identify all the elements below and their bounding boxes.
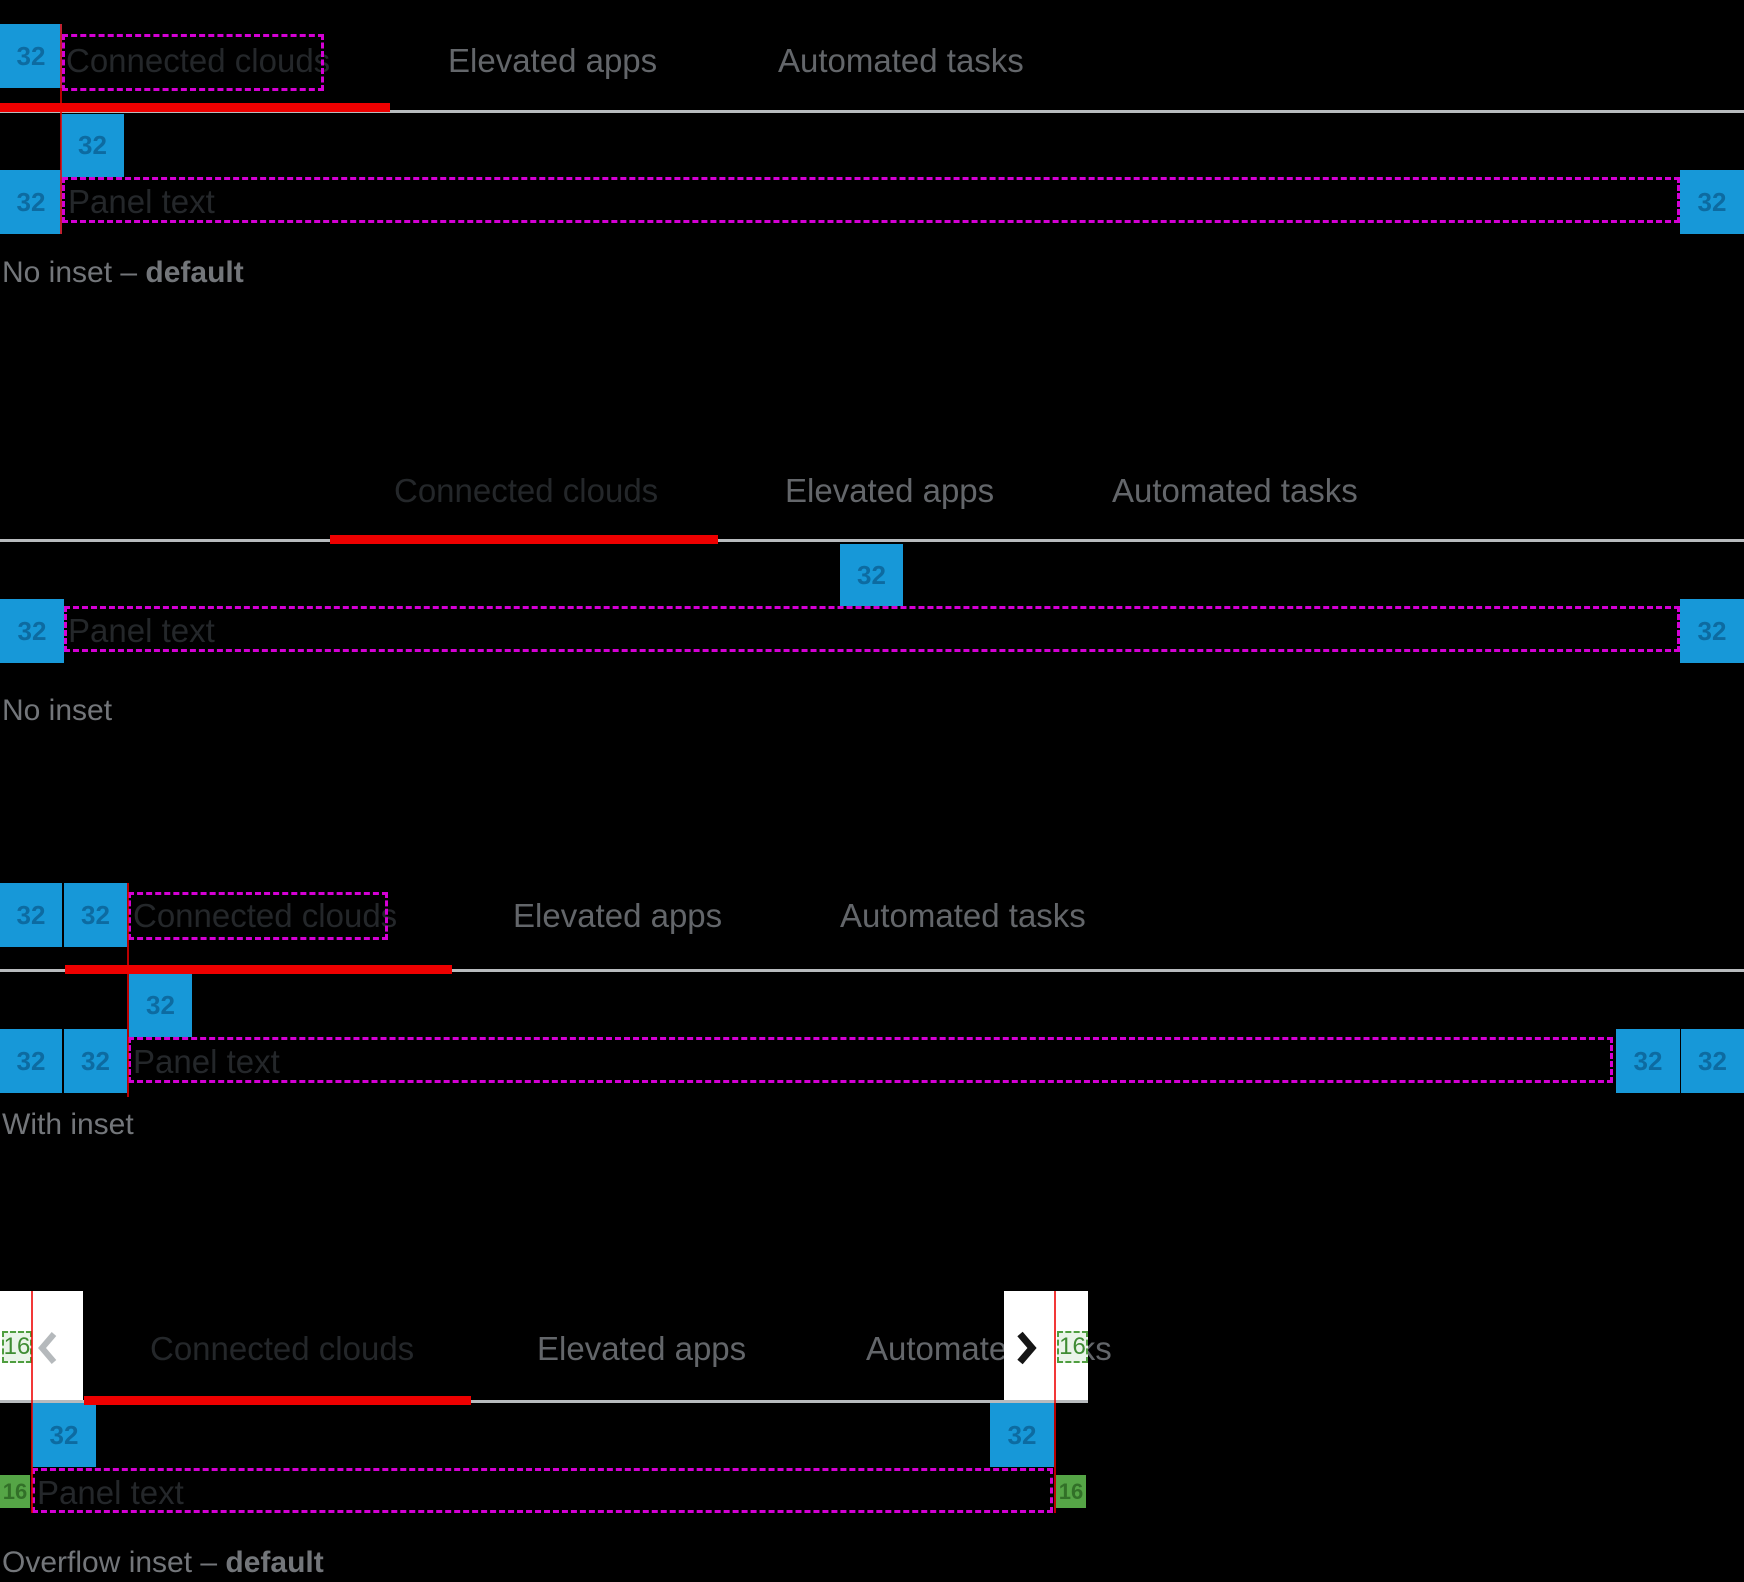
spacer-32-label: 32 bbox=[1007, 1419, 1037, 1450]
alignment-guide-line bbox=[127, 883, 129, 1097]
tab-elevated-apps[interactable]: Elevated apps bbox=[537, 1330, 747, 1367]
panel-text: Panel text bbox=[68, 183, 215, 220]
scroll-right-button[interactable] bbox=[1004, 1291, 1088, 1400]
spacer-32-indicator: 32 bbox=[0, 599, 64, 663]
caption-text: No inset – bbox=[2, 256, 146, 289]
spacer-16-label: 16 bbox=[3, 1333, 31, 1360]
spacer-32-indicator: 32 bbox=[1680, 599, 1744, 663]
tab-label-bounds-annotation bbox=[62, 34, 324, 91]
panel-text-bounds-annotation bbox=[62, 177, 1680, 223]
panel-text: Panel text bbox=[133, 1043, 280, 1080]
spacer-32-indicator: 32 bbox=[32, 1403, 96, 1467]
spacer-32-indicator: 32 bbox=[64, 1029, 127, 1093]
tab-bottom-border bbox=[0, 539, 1744, 542]
spacer-32-indicator: 32 bbox=[840, 544, 903, 606]
spacer-32-indicator: 32 bbox=[1616, 1029, 1680, 1093]
tab-connected-clouds[interactable]: Connected clouds bbox=[150, 1330, 415, 1367]
active-tab-indicator bbox=[0, 103, 390, 112]
panel-text: Panel text bbox=[68, 612, 215, 649]
tab-bottom-border bbox=[0, 969, 1744, 972]
variant-caption: No inset – default bbox=[2, 256, 244, 290]
caption-bold-text: default bbox=[225, 1546, 324, 1579]
active-tab-indicator bbox=[330, 535, 718, 544]
alignment-guide-line bbox=[60, 24, 62, 234]
panel-text: Panel text bbox=[37, 1474, 184, 1511]
spacer-32-indicator: 32 bbox=[0, 24, 62, 88]
active-tab-indicator bbox=[65, 965, 452, 974]
spacer-16-indicator: 16 bbox=[1056, 1475, 1086, 1508]
spacer-32-label: 32 bbox=[1697, 615, 1727, 646]
angle-left-icon bbox=[38, 1332, 57, 1364]
spacer-32-label: 32 bbox=[1698, 1045, 1727, 1076]
caption-bold-text: default bbox=[145, 256, 244, 289]
angle-right-icon bbox=[1017, 1331, 1037, 1365]
spacer-32-label: 32 bbox=[81, 899, 110, 930]
spacer-32-label: 32 bbox=[1697, 186, 1727, 217]
tab-label-bounds-annotation bbox=[128, 892, 388, 940]
tab-automated-tasks[interactable]: Automated tasks bbox=[778, 42, 1024, 79]
spacer-32-indicator: 32 bbox=[1681, 1029, 1744, 1093]
variant-caption: Overflow inset – default bbox=[2, 1546, 324, 1580]
caption-text: Overflow inset – bbox=[2, 1546, 226, 1579]
spacer-32-indicator: 32 bbox=[0, 170, 62, 234]
caption-text: With inset bbox=[2, 1108, 134, 1141]
tab-connected-clouds[interactable]: Connected clouds bbox=[394, 472, 659, 509]
spacer-32-indicator: 32 bbox=[0, 1029, 62, 1093]
panel-text-bounds-annotation bbox=[64, 606, 1680, 652]
spacer-32-indicator: 32 bbox=[0, 883, 62, 947]
spacer-32-label: 32 bbox=[1633, 1045, 1663, 1076]
spacer-32-label: 32 bbox=[17, 615, 47, 646]
tab-bottom-border bbox=[0, 1400, 1088, 1403]
alignment-guide-line bbox=[31, 1291, 33, 1513]
variant-caption: No inset bbox=[2, 694, 112, 728]
spacer-16-label: 16 bbox=[1059, 1333, 1086, 1360]
spacer-32-label: 32 bbox=[81, 1045, 110, 1076]
spacer-32-label: 32 bbox=[857, 559, 886, 590]
tab-automated-tasks[interactable]: Automated tasks bbox=[840, 897, 1086, 934]
panel-text-bounds-annotation bbox=[128, 1037, 1613, 1083]
spacer-32-label: 32 bbox=[16, 40, 46, 71]
tab-connected-clouds[interactable]: Connected clouds bbox=[133, 897, 398, 934]
spacer-32-indicator: 32 bbox=[64, 883, 127, 947]
caption-text: No inset bbox=[2, 694, 113, 727]
tab-connected-clouds[interactable]: Connected clouds bbox=[66, 42, 331, 79]
tab-elevated-apps[interactable]: Elevated apps bbox=[448, 42, 658, 79]
spacer-32-label: 32 bbox=[16, 186, 46, 217]
scroll-padding-annotation: 16 bbox=[2, 1331, 32, 1363]
alignment-guide-line bbox=[1054, 1291, 1056, 1513]
spacer-32-indicator: 32 bbox=[61, 114, 124, 177]
spacer-32-indicator: 32 bbox=[990, 1403, 1054, 1467]
spacer-16-label: 16 bbox=[2, 1478, 28, 1504]
spacer-16-indicator: 16 bbox=[0, 1475, 30, 1508]
tab-bottom-border bbox=[0, 110, 1744, 113]
spacer-32-label: 32 bbox=[78, 130, 107, 160]
panel-text-bounds-annotation bbox=[32, 1468, 1053, 1513]
active-tab-indicator bbox=[84, 1396, 471, 1405]
variant-caption: With inset bbox=[2, 1108, 134, 1142]
spacer-16-label: 16 bbox=[1058, 1478, 1084, 1504]
spacer-32-label: 32 bbox=[146, 990, 175, 1020]
tab-elevated-apps[interactable]: Elevated apps bbox=[785, 472, 995, 509]
scroll-padding-annotation: 16 bbox=[1057, 1331, 1088, 1363]
tab-automated-tasks[interactable]: Automated tasks bbox=[1112, 472, 1358, 509]
spacer-32-indicator: 32 bbox=[1680, 170, 1744, 234]
spacer-32-indicator: 32 bbox=[129, 974, 192, 1037]
spacer-32-label: 32 bbox=[16, 899, 46, 930]
spacer-32-label: 32 bbox=[49, 1419, 79, 1450]
spacer-32-label: 32 bbox=[16, 1045, 46, 1076]
tab-elevated-apps[interactable]: Elevated apps bbox=[513, 897, 723, 934]
